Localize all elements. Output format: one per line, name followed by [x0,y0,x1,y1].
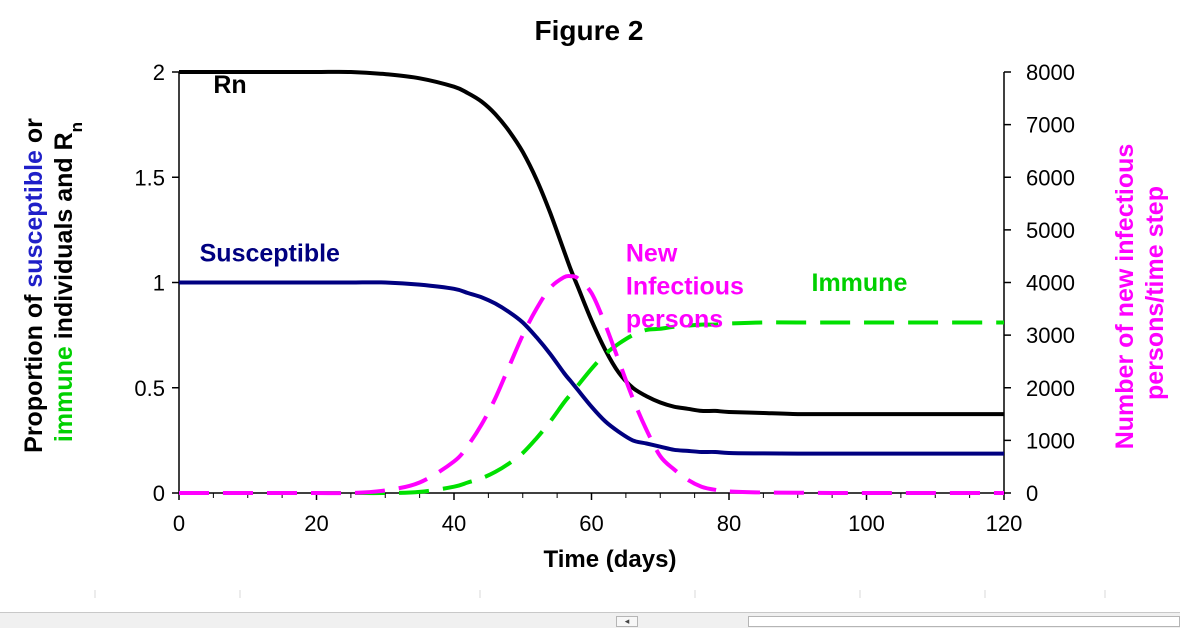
y-right-tick-label: 0 [1026,481,1038,506]
bottom-faint-ticks [94,590,1106,598]
y-right-tick-label: 1000 [1026,428,1075,453]
series-line-immune [178,320,1004,496]
annotation-new-infectious-persons: New Infectious persons [626,239,744,333]
y-right-tick-label: 3000 [1026,323,1075,348]
figure-2-chart: 0 20 40 60 80 100 120 0 0.5 1 1.5 2 0 1000 2000 3000 4… [20,15,1169,598]
y-left-ticks: 0 0.5 1 1.5 2 [134,60,179,506]
annotation-susceptible: Susceptible [200,239,340,267]
horizontal-scrollbar[interactable] [748,616,1180,627]
y-right-tick-label: 2000 [1026,376,1075,401]
x-tick-label: 100 [848,511,885,536]
y-right-tick-label: 5000 [1026,218,1075,243]
x-tick-label: 80 [717,511,741,536]
x-tick-label: 120 [986,511,1023,536]
x-tick-label: 60 [579,511,603,536]
y-left-axis-title: Proportion of susceptible or immune indi… [20,111,86,453]
y-right-tick-label: 4000 [1026,271,1075,296]
y-right-tick-label: 8000 [1026,60,1075,85]
axes: 0 20 40 60 80 100 120 0 0.5 1 1.5 2 0 1000 2000 3000 4… [134,60,1075,536]
y-right-ticks: 0 1000 2000 3000 4000 5000 6000 7000 8000 [1004,60,1075,506]
y-left-tick-label: 1 [153,271,165,296]
x-tick-label: 20 [304,511,328,536]
series-line-new-infectious-persons [178,273,1004,496]
x-axis-title: Time (days) [544,546,677,573]
y-left-tick-label: 2 [153,60,165,85]
x-tick-label: 40 [442,511,466,536]
chart-title: Figure 2 [535,15,644,46]
y-right-axis-title: Number of new infectious persons/time st… [1111,137,1169,450]
y-right-tick-label: 7000 [1026,113,1075,138]
scroll-left-button[interactable]: ◂ [616,616,638,627]
y-left-tick-label: 1.5 [134,165,165,190]
series-line-rn [179,69,1004,417]
x-tick-label: 0 [173,511,185,536]
y-right-tick-label: 6000 [1026,165,1075,190]
annotation-rn: Rn [213,71,246,99]
y-left-tick-label: 0 [153,481,165,506]
x-ticks: 0 20 40 60 80 100 120 [173,493,1022,536]
series-line-susceptible [178,280,1004,456]
y-left-tick-label: 0.5 [134,376,165,401]
annotations: Rn Susceptible New Infectious persons Immune [200,71,908,333]
series-lines [178,69,1004,496]
annotation-immune: Immune [812,269,908,297]
